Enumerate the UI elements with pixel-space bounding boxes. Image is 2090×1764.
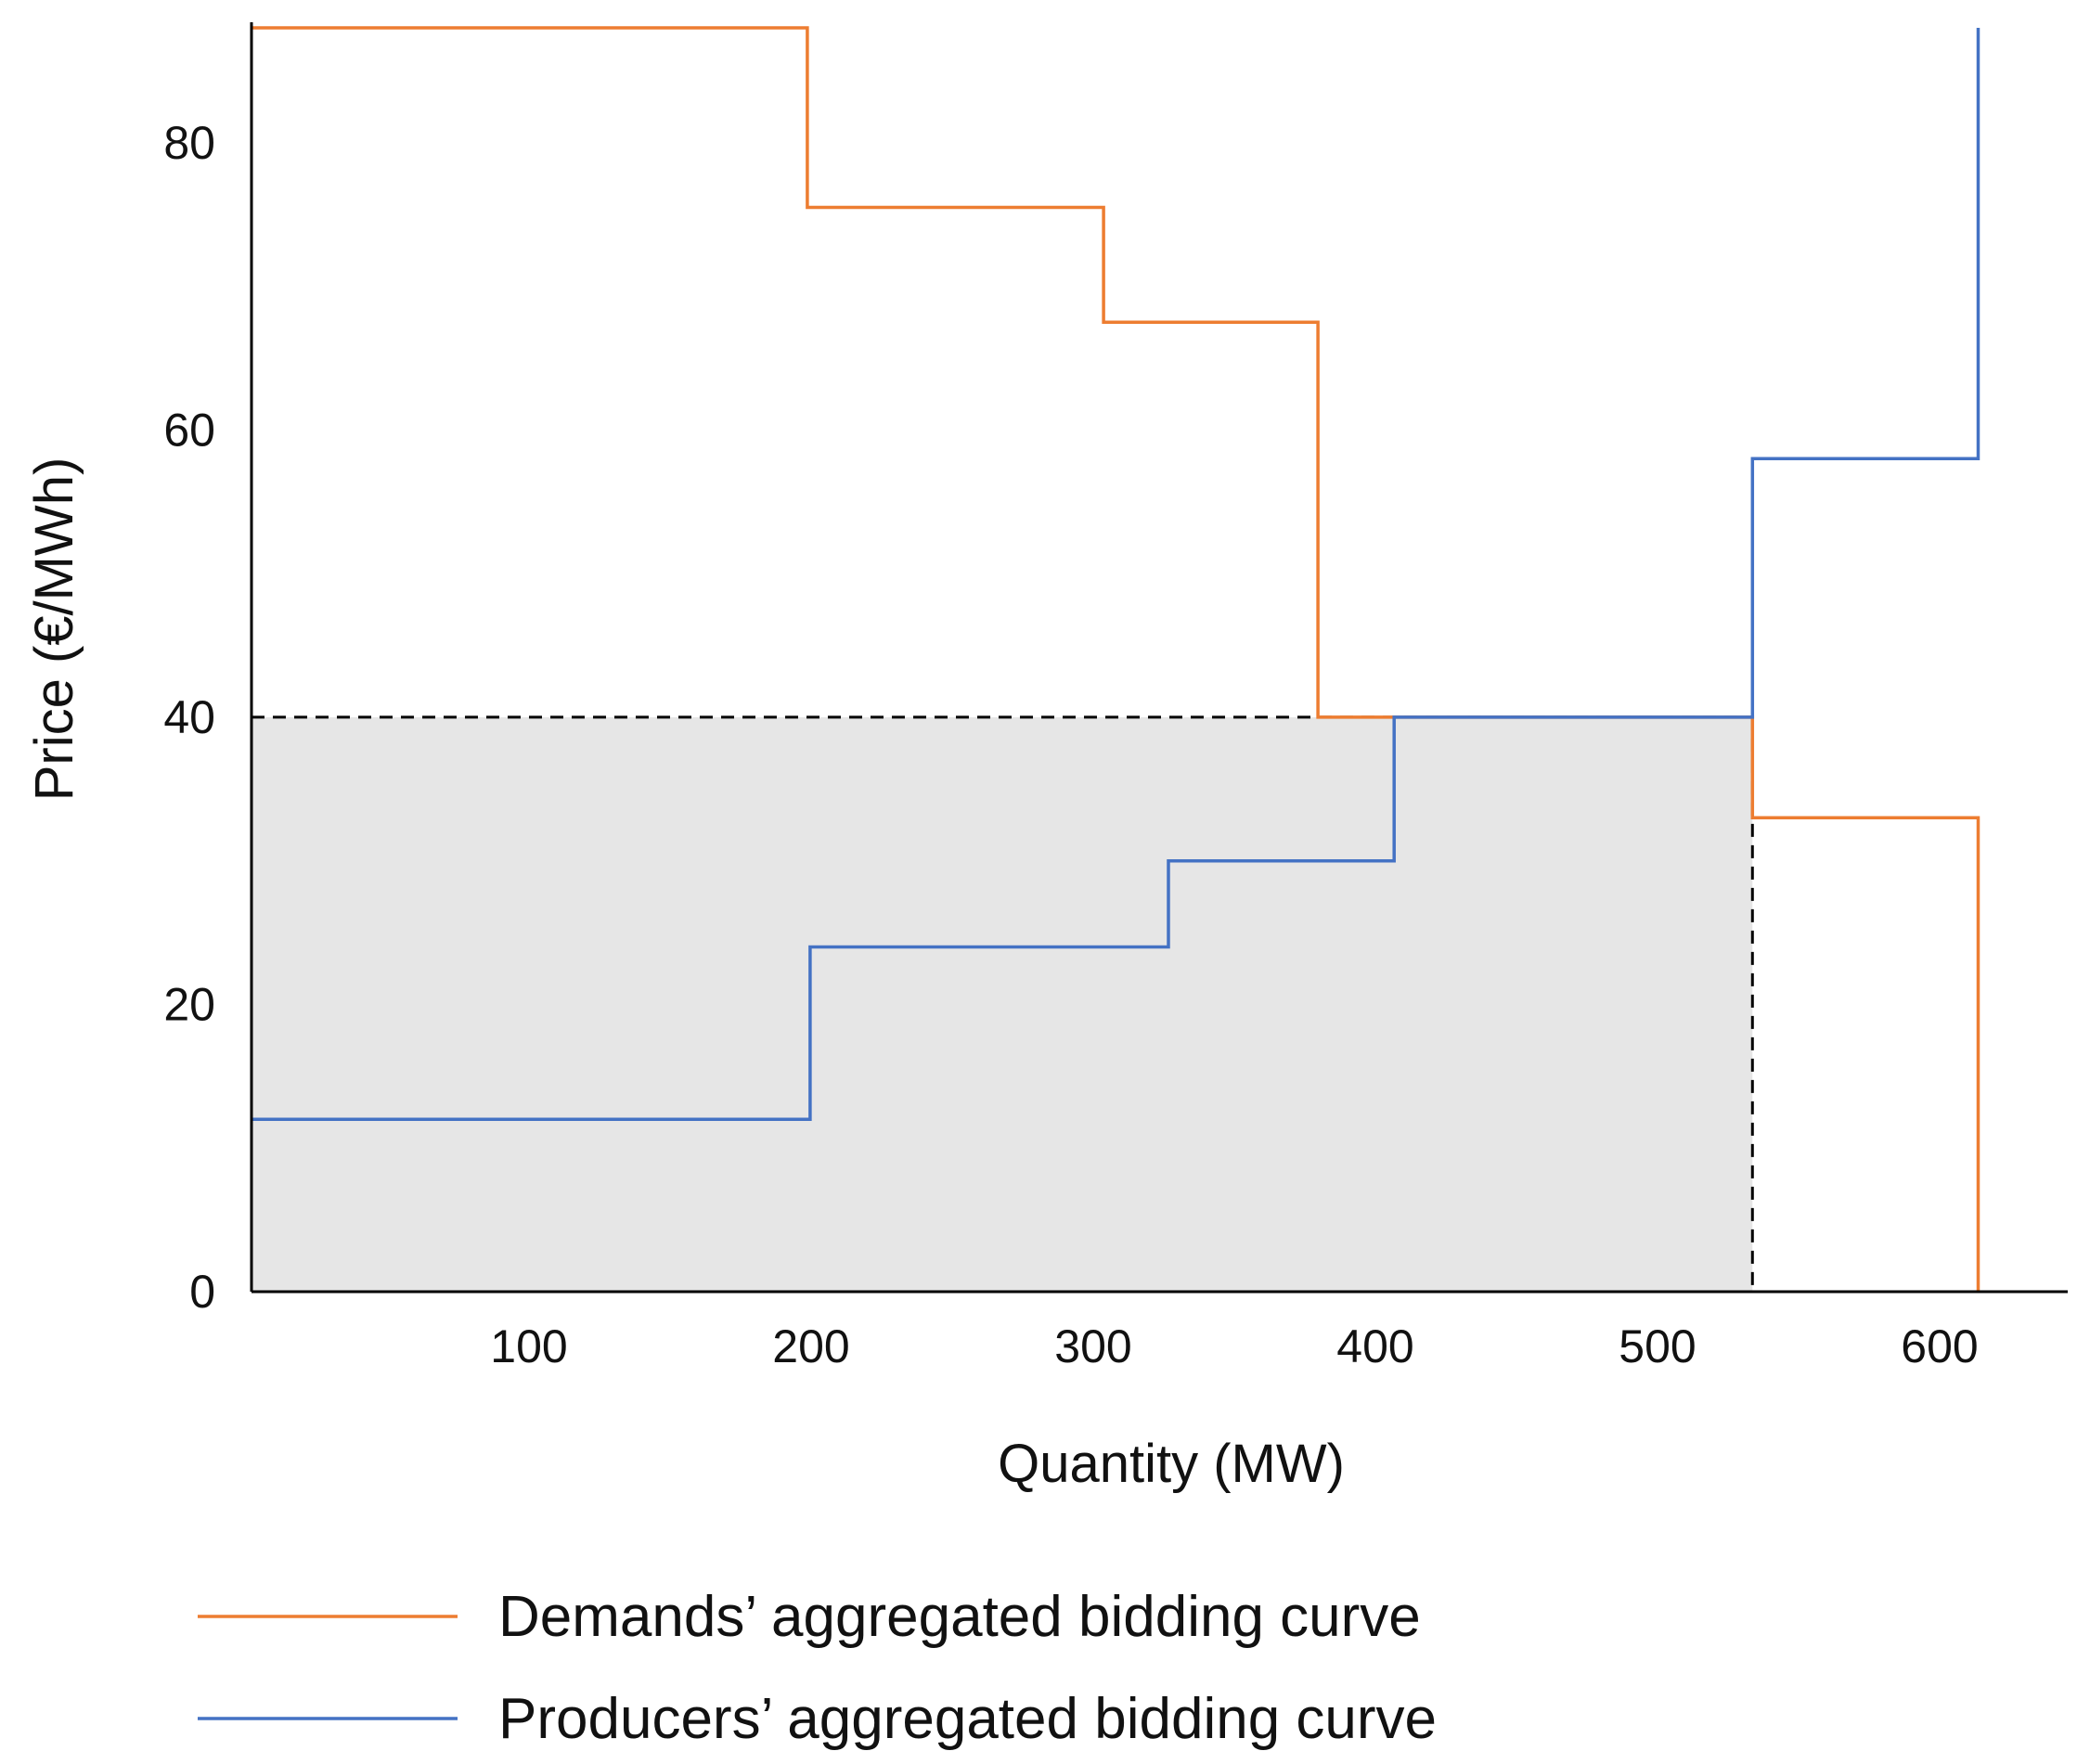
- x-tick-label: 500: [1619, 1320, 1696, 1372]
- x-axis-title: Quantity (MW): [998, 1434, 1345, 1494]
- y-tick-label: 80: [163, 117, 215, 169]
- x-tick-label: 100: [490, 1320, 567, 1372]
- legend-label-0: Demands’ aggregated bidding curve: [498, 1585, 1421, 1649]
- y-tick-label: 20: [163, 978, 215, 1030]
- x-tick-label: 300: [1054, 1320, 1131, 1372]
- shaded-surplus-region: [252, 716, 1753, 1292]
- x-tick-label: 600: [1901, 1320, 1978, 1372]
- y-tick-label: 0: [189, 1266, 215, 1318]
- demand-curve-line: [252, 26, 1980, 1292]
- y-tick-label: 40: [163, 691, 215, 743]
- x-tick-label: 400: [1336, 1320, 1413, 1372]
- legend-label-1: Producers’ aggregated bidding curve: [498, 1687, 1437, 1751]
- y-tick-label: 60: [163, 404, 215, 456]
- x-tick-label: 200: [772, 1320, 849, 1372]
- y-axis-title: Price (€/MWh): [24, 457, 84, 802]
- supply-curve-line: [252, 28, 1980, 1122]
